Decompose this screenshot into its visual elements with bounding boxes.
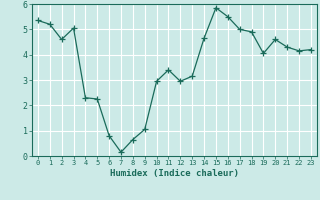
X-axis label: Humidex (Indice chaleur): Humidex (Indice chaleur) xyxy=(110,169,239,178)
